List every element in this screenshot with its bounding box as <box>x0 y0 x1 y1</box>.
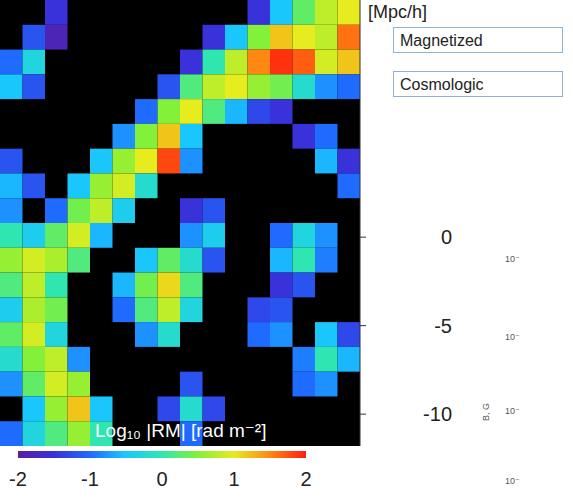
html-text:Log₁₀ |RM| [rad m⁻²]: Log₁₀ |RM| [rad m⁻²] <box>95 420 267 441</box>
svg-text:1: 1 <box>228 468 239 490</box>
svg-text:-2: -2 <box>9 468 27 490</box>
svg-text:-10: -10 <box>423 403 452 425</box>
svg-text:2: 2 <box>300 468 311 490</box>
html-text:Cosmologic: Cosmologic <box>400 76 484 93</box>
html-text:Magnetized: Magnetized <box>400 32 483 49</box>
svg-text:-1: -1 <box>81 468 99 490</box>
svg-text:10⁻: 10⁻ <box>505 476 520 486</box>
svg-text:-5: -5 <box>434 315 452 337</box>
html-text:[Mpc/h]: [Mpc/h] <box>368 2 427 22</box>
svg-text:10⁻: 10⁻ <box>505 254 520 264</box>
svg-text:10⁻: 10⁻ <box>505 332 520 342</box>
svg-text:0: 0 <box>441 226 452 248</box>
svg-text:B, G: B, G <box>481 403 491 421</box>
svg-text:10⁻: 10⁻ <box>505 406 520 416</box>
svg-text:0: 0 <box>156 468 167 490</box>
